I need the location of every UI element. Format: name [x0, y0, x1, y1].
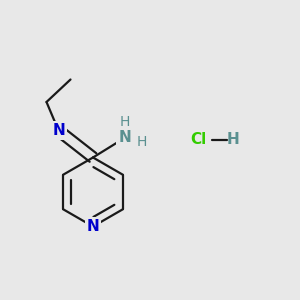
Text: H: H — [119, 115, 130, 128]
Text: H: H — [226, 132, 239, 147]
Text: N: N — [118, 130, 131, 146]
Text: N: N — [87, 219, 99, 234]
Text: H: H — [136, 135, 147, 149]
Text: Cl: Cl — [190, 132, 206, 147]
Text: N: N — [52, 123, 65, 138]
